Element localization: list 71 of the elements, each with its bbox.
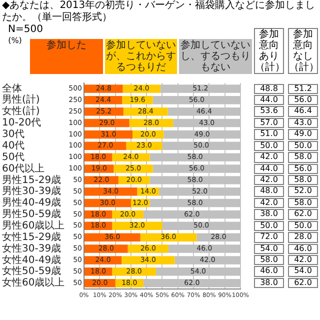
series-label: 参加していないが、これからするつもりだ xyxy=(104,39,178,74)
text: 53.6 xyxy=(254,106,284,117)
text: 参加意向なし（計） xyxy=(288,28,319,74)
text: 52.0 xyxy=(288,186,318,197)
text: 48.0 xyxy=(254,186,284,197)
text: 42.0 xyxy=(288,255,318,266)
bar xyxy=(84,244,128,253)
text: 46.4 xyxy=(288,106,318,117)
text: 28.0 xyxy=(288,232,318,243)
text: 58.0 xyxy=(254,255,284,266)
text: 54.0 xyxy=(288,266,318,277)
text: 57.0 xyxy=(254,118,284,128)
text: 72.0 xyxy=(254,232,284,243)
text: 42.0 xyxy=(254,198,284,208)
text: 46.0 xyxy=(254,266,284,277)
y-tick-label: 全体 xyxy=(2,82,22,94)
y-tick-label: 女性60歳以上 xyxy=(2,276,65,289)
text: 38.0 xyxy=(254,209,284,220)
text: 56.0 xyxy=(288,94,318,106)
bar xyxy=(112,153,150,162)
text: 58.0 xyxy=(288,198,318,208)
text: 50.0 xyxy=(288,140,318,152)
text: 51.2 xyxy=(288,84,318,94)
bar xyxy=(84,96,122,104)
bar xyxy=(84,256,122,264)
text: 48.8 xyxy=(254,84,284,94)
text: 50.0 xyxy=(254,140,284,152)
bar xyxy=(84,84,123,93)
text: 51.0 xyxy=(254,129,284,140)
text: 38.0 xyxy=(254,278,284,288)
bar xyxy=(140,233,197,242)
text: 42.0 xyxy=(254,174,284,186)
y-tick-label: 10-20代 xyxy=(2,118,42,129)
text: 62.0 xyxy=(288,278,318,288)
y-tick-label: 男性50-59歳 xyxy=(2,208,62,220)
y-tick-label: 30代 xyxy=(2,129,25,140)
series-label: 参加していないし、するつもりもない xyxy=(179,39,252,74)
bar xyxy=(84,233,140,242)
chart-subtitle: N=500 xyxy=(8,24,43,35)
text: 参加した xyxy=(30,39,103,74)
text: 42.0 xyxy=(254,152,284,163)
text: 44.0 xyxy=(254,164,284,174)
y-tick-label: 女性30-39歳 xyxy=(2,242,62,254)
bar xyxy=(112,268,156,276)
text: 54.0 xyxy=(254,244,284,254)
y-tick-label: 男性15-29歳 xyxy=(2,174,62,186)
y-tick-label: 男性(計) xyxy=(2,94,40,106)
text: 43.0 xyxy=(288,118,318,128)
text: 62.0 xyxy=(288,209,318,220)
y-tick-label: 男性40-49歳 xyxy=(2,196,62,209)
bar xyxy=(114,164,153,173)
text: 49.0 xyxy=(288,129,318,140)
y-tick-label: 男性30-39歳 xyxy=(2,185,62,198)
text: 56.0 xyxy=(288,164,318,174)
y-tick-label: 女性(計) xyxy=(2,105,40,118)
text: 58.0 xyxy=(288,174,318,186)
y-tick-label: 女性50-59歳 xyxy=(2,265,62,278)
y-tick-label: 女性40-49歳 xyxy=(2,254,62,266)
y-tick-label: 女性15-29歳 xyxy=(2,230,62,243)
text: 44.0 xyxy=(254,94,284,106)
y-tick-label: 60代以上 xyxy=(2,162,45,174)
bar xyxy=(122,256,175,264)
y-tick-label: 40代 xyxy=(2,140,25,152)
text: 参加意向あり（計） xyxy=(254,28,285,74)
text: 46.0 xyxy=(288,244,318,254)
y-tick-label: 男性60歳以上 xyxy=(2,220,65,232)
text: 50.0 xyxy=(254,220,284,232)
y-tick-label: 50代 xyxy=(2,152,25,163)
text: 50.0 xyxy=(288,220,318,232)
text: (%) xyxy=(7,36,23,45)
text: 58.0 xyxy=(288,152,318,163)
